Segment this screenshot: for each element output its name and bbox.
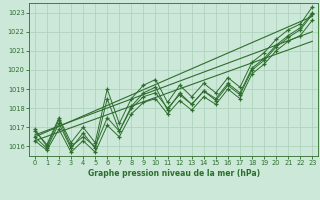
X-axis label: Graphe pression niveau de la mer (hPa): Graphe pression niveau de la mer (hPa) (88, 169, 260, 178)
